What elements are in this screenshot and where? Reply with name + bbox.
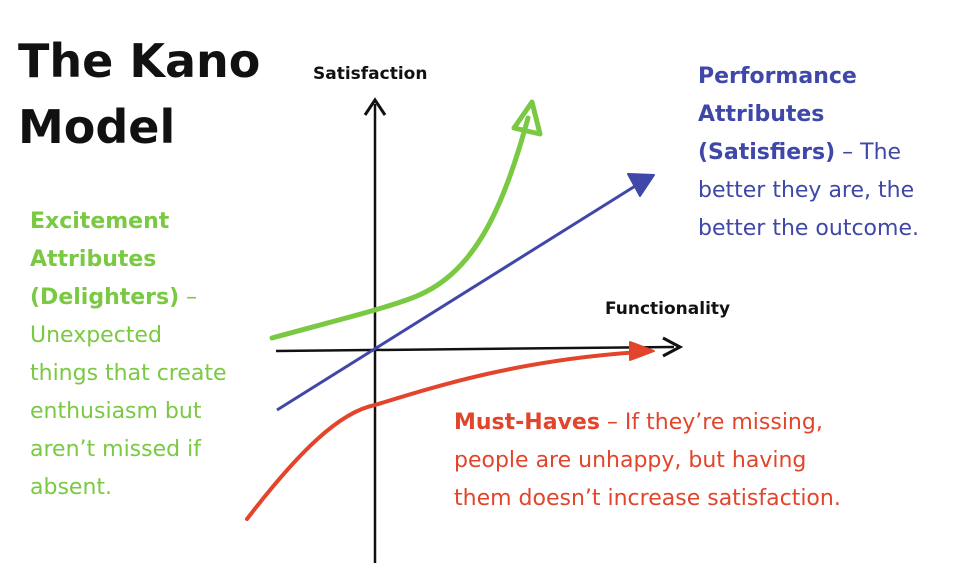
- performance-desc-2: better the outcome.: [698, 216, 919, 241]
- excitement-heading-1: Excitement: [30, 209, 170, 234]
- performance-heading-3: (Satisfiers): [698, 140, 836, 165]
- x-axis-label: Functionality: [605, 299, 731, 319]
- title-line-2: Model: [18, 100, 176, 154]
- must-have-curve: [245, 341, 655, 521]
- title-line-1: The Kano: [18, 34, 261, 88]
- x-axis: [275, 336, 684, 358]
- page-title: The Kano Model: [18, 28, 298, 160]
- excitement-desc-5: absent.: [30, 475, 113, 500]
- y-axis: [363, 97, 387, 563]
- performance-desc-first: The: [860, 140, 902, 165]
- must-haves-desc-2: them doesn’t increase satisfaction.: [454, 486, 841, 511]
- performance-line: [276, 173, 655, 412]
- excitement-desc-2: things that create: [30, 361, 227, 386]
- performance-description: Performance Attributes (Satisfiers) – The b…: [698, 58, 970, 248]
- y-axis-label: Satisfaction: [313, 64, 428, 84]
- performance-heading-2: Attributes: [698, 102, 825, 127]
- excitement-heading-3: (Delighters): [30, 285, 180, 310]
- must-haves-desc-first: If they’re missing,: [624, 410, 823, 435]
- must-haves-heading: Must-Haves: [454, 410, 600, 435]
- excitement-desc-4: aren’t missed if: [30, 437, 201, 462]
- performance-desc-1: better they are, the: [698, 178, 915, 203]
- performance-heading-1: Performance: [698, 64, 857, 89]
- must-haves-description: Must-Haves – If they’re missing, people a…: [454, 404, 954, 518]
- must-haves-separator: –: [599, 410, 625, 435]
- must-haves-desc-1: people are unhappy, but having: [454, 448, 807, 473]
- excitement-description: Excitement Attributes (Delighters) – Unexp…: [30, 203, 270, 507]
- excitement-desc-3: enthusiasm but: [30, 399, 202, 424]
- excitement-curve: [269, 99, 543, 341]
- excitement-separator: –: [179, 285, 198, 310]
- excitement-desc-1: Unexpected: [30, 323, 162, 348]
- excitement-heading-2: Attributes: [30, 247, 157, 272]
- performance-separator: –: [835, 140, 861, 165]
